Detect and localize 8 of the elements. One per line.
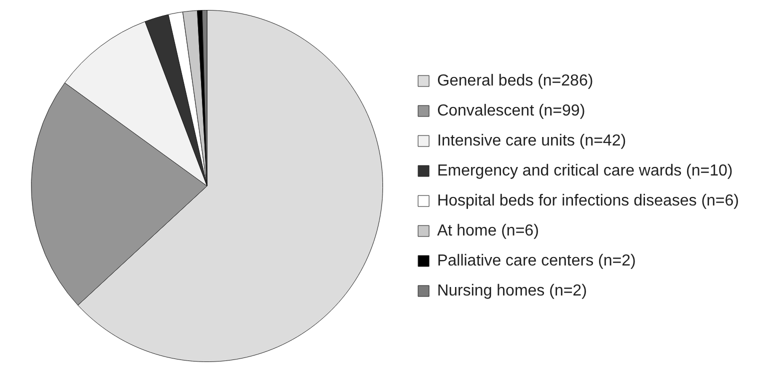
legend-label: Nursing homes (n=2) <box>437 282 587 300</box>
legend-label: At home (n=6) <box>437 222 539 240</box>
legend-label: Convalescent (n=99) <box>437 102 586 120</box>
legend-label: General beds (n=286) <box>437 72 594 90</box>
legend-label: Intensive care units (n=42) <box>437 132 626 150</box>
legend-label: Hospital beds for infections diseases (n=6) <box>437 192 739 210</box>
legend-label: Palliative care centers (n=2) <box>437 252 636 270</box>
legend-label: Emergency and critical care wards (n=10) <box>437 162 733 180</box>
